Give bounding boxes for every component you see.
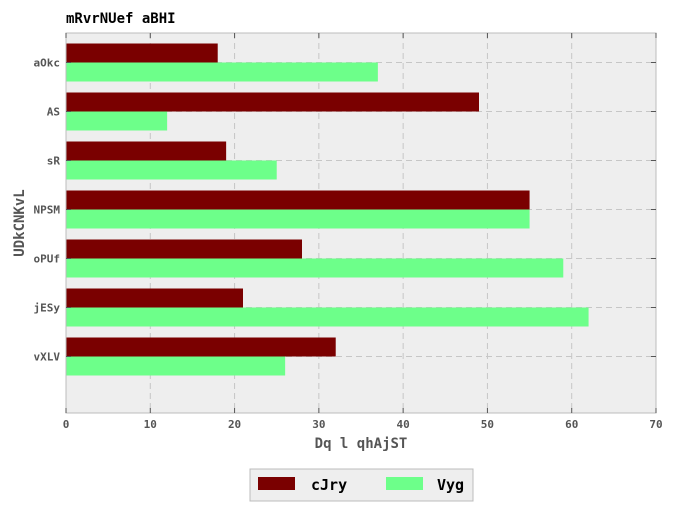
y-axis-label: UDkCNKvL <box>12 189 28 256</box>
y-tick-label: NPSM <box>34 204 61 217</box>
legend-label-vyg: Vyg <box>437 476 464 494</box>
y-tick-label: sR <box>47 155 61 168</box>
x-tick-label: 20 <box>228 418 241 431</box>
y-tick-label: aOkc <box>34 57 61 70</box>
y-tick-label: jESy <box>34 302 61 315</box>
x-tick-label: 50 <box>481 418 494 431</box>
y-tick-label: oPUf <box>34 253 61 266</box>
bar-vyg-jesy <box>66 307 589 327</box>
bar-vyg-opuf <box>66 258 564 278</box>
x-tick-label: 0 <box>63 418 70 431</box>
legend: cJry Vyg <box>249 468 474 502</box>
chart-title: mRvrNUef aBHI <box>66 11 176 27</box>
bar-vyg-sr <box>66 160 277 180</box>
bar-vyg-vxlv <box>66 356 286 376</box>
legend-swatch-vyg <box>386 477 423 490</box>
bar-cjry-sr <box>66 141 227 161</box>
bar-cjry-aokc <box>66 43 218 63</box>
y-tick-label: vXLV <box>34 351 61 364</box>
bar-cjry-vxlv <box>66 337 336 357</box>
x-axis-label: Dq l qhAjST <box>315 436 408 452</box>
x-tick-label: 60 <box>565 418 578 431</box>
bar-cjry-jesy <box>66 288 243 308</box>
bar-cjry-npsm <box>66 190 530 210</box>
x-tick-label: 40 <box>397 418 410 431</box>
bar-cjry-opuf <box>66 239 302 259</box>
bar-vyg-aokc <box>66 62 378 82</box>
plot-frame <box>65 32 657 414</box>
bar-vyg-as <box>66 111 168 131</box>
bar-vyg-npsm <box>66 209 530 229</box>
legend-label-cjry: cJry <box>311 476 347 494</box>
bars <box>66 43 589 376</box>
x-tick-label: 10 <box>144 418 157 431</box>
bar-cjry-as <box>66 92 479 112</box>
x-tick-label: 30 <box>312 418 325 431</box>
ticks: 0 10 20 30 40 50 60 70 aOkc AS sR NPSM oPUf jESy vXLV <box>34 33 663 431</box>
y-tick-label: AS <box>47 106 60 119</box>
x-tick-label: 70 <box>649 418 662 431</box>
legend-swatch-cjry <box>258 477 295 490</box>
